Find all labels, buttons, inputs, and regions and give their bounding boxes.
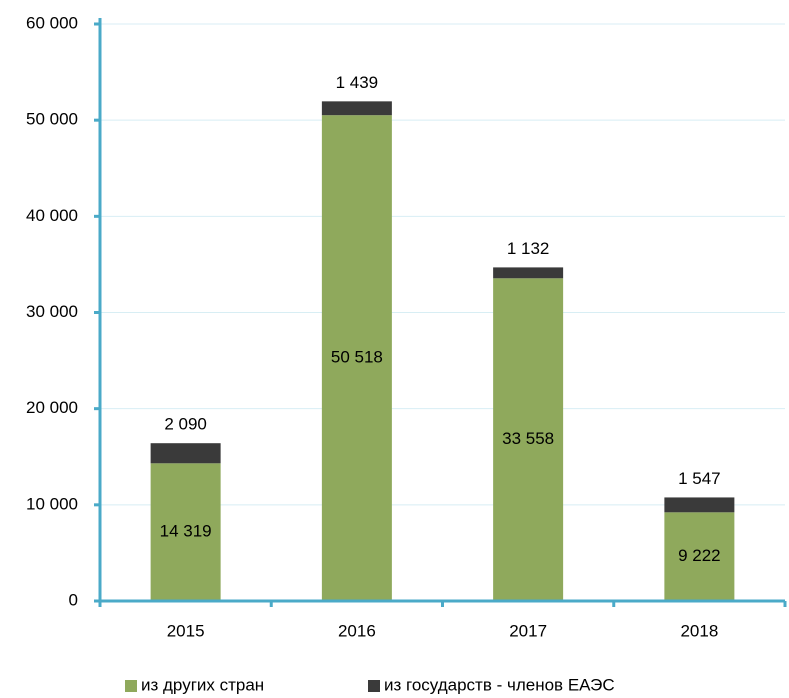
data-label: 50 518 [331,348,383,367]
data-label: 33 558 [502,429,554,448]
x-tick-label: 2016 [338,621,376,640]
legend-swatch [125,680,137,692]
data-label: 1 132 [507,239,550,258]
bar-segment [493,278,564,601]
data-label: 1 439 [336,73,379,92]
bar-segment [321,101,392,116]
bar-segment [493,267,564,279]
data-label: 14 319 [160,522,212,541]
x-tick-label: 2018 [680,621,718,640]
y-tick-label: 60 000 [26,13,78,32]
legend-label: из других стран [141,675,264,694]
bar-segment [150,443,221,464]
y-tick-label: 0 [69,590,78,609]
bar-segment [664,497,735,513]
x-tick-label: 2017 [509,621,547,640]
legend-swatch [368,680,380,692]
x-tick-label: 2015 [167,621,205,640]
y-tick-label: 30 000 [26,302,78,321]
data-label: 9 222 [678,546,721,565]
y-tick-label: 40 000 [26,206,78,225]
y-tick-label: 10 000 [26,494,78,513]
bar-segment [150,463,221,601]
y-tick-label: 50 000 [26,110,78,129]
legend-label: из государств - членов ЕАЭС [384,675,615,694]
y-tick-label: 20 000 [26,398,78,417]
data-label: 1 547 [678,469,721,488]
bar-segment [321,115,392,601]
bar-segment [664,512,735,601]
data-label: 2 090 [164,415,207,434]
